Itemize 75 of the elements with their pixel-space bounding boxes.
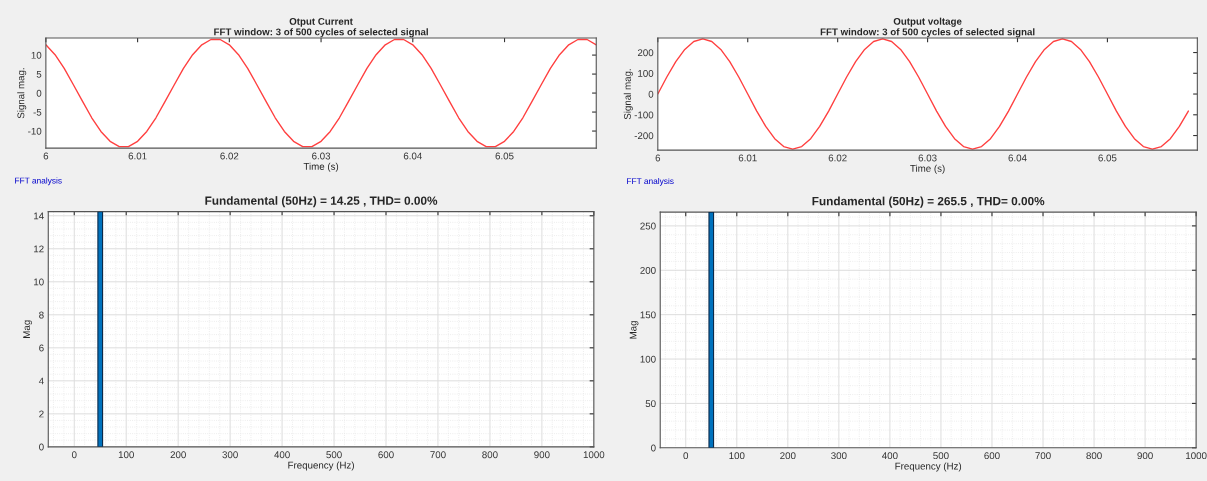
x-tick-label: 6.01: [128, 152, 147, 160]
x-tick-label: 800: [482, 451, 498, 459]
x-tick-label: 6.05: [495, 152, 514, 160]
y-tick-label: 8: [39, 311, 44, 319]
x-tick-label: 6.04: [403, 152, 422, 160]
x-tick-label: 6.02: [220, 152, 239, 160]
y-tick-label: -5: [33, 108, 42, 116]
x-tick-label: 800: [1086, 452, 1102, 460]
chart-title: Otput Current: [289, 17, 353, 27]
y-tick-label: 200: [637, 49, 654, 57]
y-tick-label: 200: [640, 267, 656, 274]
y-tick-label: -100: [634, 111, 654, 119]
x-tick-label: 6: [655, 154, 661, 162]
x-tick-label: 0: [71, 451, 77, 459]
y-tick-label: 0: [651, 444, 656, 452]
x-axis-title: Frequency (Hz): [288, 461, 354, 471]
x-tick-label: 300: [831, 452, 847, 460]
x-tick-label: 500: [326, 451, 342, 459]
y-tick-label: -10: [28, 127, 42, 135]
x-tick-label: 900: [534, 451, 550, 459]
x-tick-label: 6.02: [828, 154, 847, 162]
line-series: [45, 38, 597, 148]
x-tick-label: 1000: [1186, 452, 1207, 460]
x-tick-label: 100: [729, 452, 745, 460]
y-tick-label: 150: [640, 311, 656, 319]
x-tick-label: 700: [430, 451, 446, 459]
y-tick-label: 10: [34, 278, 44, 286]
line-series: [657, 38, 1190, 150]
chart-title: Fundamental (50Hz) = 265.5 , THD= 0.00%: [812, 196, 1045, 208]
y-axis-title: Signal mag.: [623, 69, 633, 120]
y-axis-title: Mag: [629, 321, 639, 339]
x-tick-label: 200: [170, 451, 186, 459]
x-tick-label: 6.03: [918, 154, 937, 162]
chart-subtitle: FFT window: 3 of 500 cycles of selected signal: [214, 28, 428, 38]
x-tick-label: 6.04: [1008, 154, 1027, 162]
y-tick-label: 10: [31, 51, 42, 59]
x-tick-label: 6.01: [738, 154, 757, 162]
y-tick-label: 0: [36, 89, 42, 97]
x-tick-label: 300: [222, 451, 238, 459]
chart-title: Fundamental (50Hz) = 14.25 , THD= 0.00%: [205, 196, 438, 208]
chart-subtitle: FFT window: 3 of 500 cycles of selected signal: [820, 28, 1035, 38]
y-tick-label: 2: [39, 410, 44, 418]
x-tick-label: 600: [984, 452, 1000, 460]
y-tick-label: 6: [39, 344, 44, 352]
x-tick-label: 1000: [583, 451, 605, 459]
y-tick-label: 12: [34, 245, 44, 253]
x-tick-label: 200: [780, 452, 796, 460]
x-axis-title: Time (s): [303, 162, 339, 172]
y-tick-label: 100: [640, 355, 656, 363]
x-tick-label: 500: [933, 452, 949, 460]
x-tick-label: 100: [118, 451, 134, 459]
x-tick-label: 700: [1035, 452, 1051, 460]
x-axis-title: Time (s): [910, 164, 945, 174]
y-tick-label: 250: [640, 222, 656, 230]
y-axis-title: Signal mag.: [17, 68, 27, 119]
x-tick-label: 6.05: [1098, 154, 1117, 162]
y-tick-label: 100: [638, 70, 654, 77]
x-tick-label: 6.03: [312, 152, 331, 160]
x-axis-title: Frequency (Hz): [895, 462, 962, 472]
y-tick-label: -200: [634, 132, 654, 140]
text: FFT analysis: [627, 177, 674, 186]
x-tick-label: 600: [378, 451, 394, 459]
x-tick-label: 400: [274, 451, 290, 459]
x-tick-label: 0: [683, 452, 689, 460]
y-tick-label: 4: [38, 377, 44, 385]
y-tick-label: 0: [648, 90, 654, 98]
y-tick-label: 0: [39, 443, 44, 451]
chart-title: Output voltage: [893, 17, 962, 27]
y-axis-title: Mag: [23, 320, 32, 338]
x-tick-label: 900: [1137, 452, 1153, 460]
text: FFT analysis: [15, 177, 62, 186]
y-tick-label: 5: [36, 70, 42, 78]
y-tick-label: 14: [34, 212, 44, 220]
x-tick-label: 400: [882, 452, 898, 460]
y-tick-label: 50: [645, 400, 656, 408]
